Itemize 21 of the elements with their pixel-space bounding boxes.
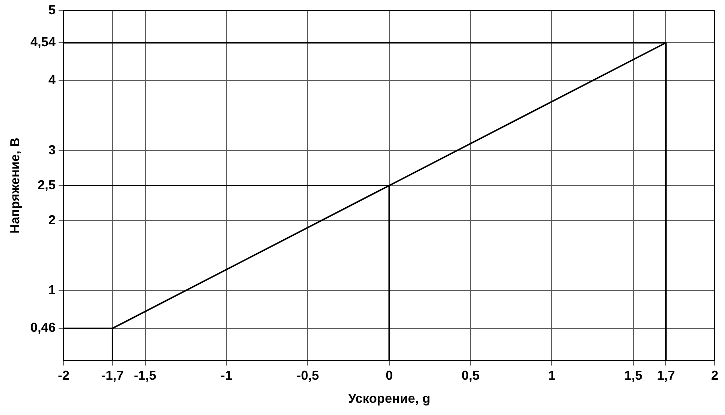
x-tick-label: 1,7 <box>657 368 676 384</box>
x-tick-label: -2 <box>58 368 70 384</box>
y-tick-label: 2 <box>48 212 56 228</box>
x-tick-label: 1,5 <box>624 368 643 384</box>
x-tick-label: 1 <box>548 368 556 384</box>
y-tick-label: 2,5 <box>38 177 56 192</box>
y-tick-label: 5 <box>48 2 56 18</box>
x-tick-label: 2 <box>711 368 719 384</box>
x-tick-label: 0 <box>386 368 394 384</box>
x-tick-label: -1,7 <box>102 368 124 384</box>
x-axis-title: Ускорение, g <box>348 390 431 406</box>
y-axis-title: Напряжение, В <box>7 138 22 234</box>
y-tick-label: 4 <box>48 72 57 88</box>
x-tick-label: -1,5 <box>134 368 156 384</box>
x-tick-label: -0,5 <box>296 368 320 384</box>
y-tick-label: 0,46 <box>30 320 56 336</box>
x-tick-label: 0,5 <box>462 368 480 384</box>
y-tick-label: 1 <box>48 282 56 298</box>
y-tick-label: 3 <box>48 142 56 158</box>
x-tick-label: -1 <box>220 368 232 384</box>
y-tick-label: 4,54 <box>30 34 57 50</box>
